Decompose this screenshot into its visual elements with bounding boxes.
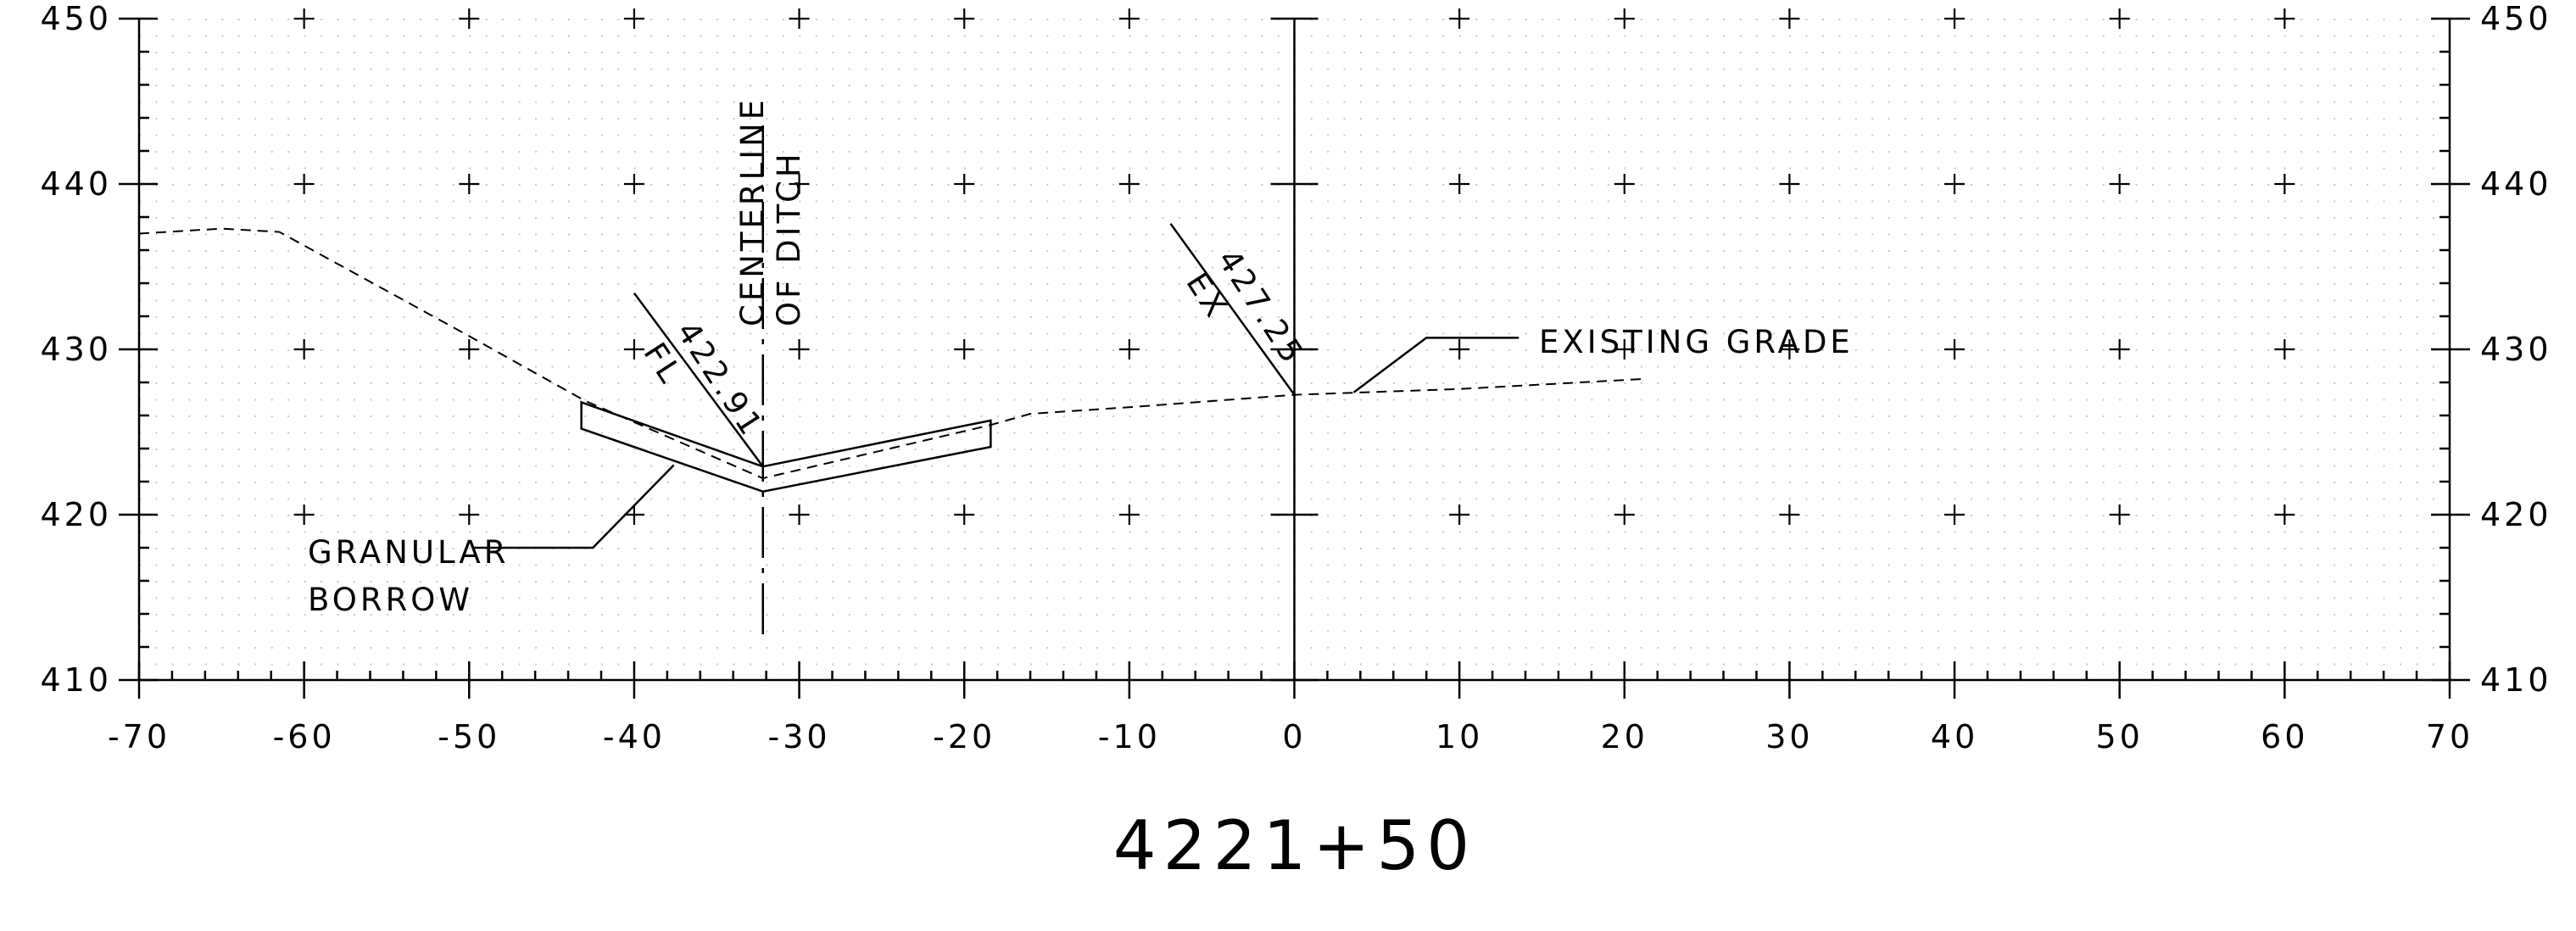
existing-grade-leader xyxy=(1352,337,1519,393)
grid-cross-mark xyxy=(1449,339,1470,360)
grid-cross-mark xyxy=(459,505,480,525)
grid-cross-mark xyxy=(293,339,315,360)
grid-cross-mark xyxy=(1944,505,1965,525)
grid-cross-mark xyxy=(2274,505,2295,525)
grid-cross-mark xyxy=(459,339,480,360)
grid-cross-mark xyxy=(2109,339,2130,360)
x-tick-label: 20 xyxy=(1601,718,1648,755)
existing-grade-polyline xyxy=(138,227,1642,480)
y-axis-tick-labels-right: 410 420 430 440 450 xyxy=(2480,0,2552,699)
grid-cross-mark xyxy=(1614,339,1635,360)
grid-cross-mark xyxy=(1944,8,1965,29)
existing-grade-line xyxy=(138,227,1642,480)
grid-cross-mark xyxy=(789,339,810,360)
grid-cross-mark xyxy=(2109,174,2130,194)
x-tick-label: 30 xyxy=(1765,718,1813,755)
grid-cross-mark xyxy=(2109,8,2130,29)
y-axis-tick-labels-left: 410 420 430 440 450 xyxy=(40,0,112,699)
grid-cross-mark xyxy=(293,174,315,194)
y-tick-label-right: 430 xyxy=(2480,331,2552,368)
grid-cross-mark xyxy=(789,174,810,194)
grid-cross-mark xyxy=(1779,174,1800,194)
y-tick-label-left: 410 xyxy=(40,661,112,699)
grid-cross-mark xyxy=(293,505,315,525)
grid-cross-mark xyxy=(1118,339,1140,360)
grid-cross-mark xyxy=(1779,339,1800,360)
x-tick-label: -30 xyxy=(768,718,831,755)
grid-cross-mark xyxy=(1944,174,1965,194)
grid-cross-mark xyxy=(459,8,480,29)
x-axis-tick-labels: -70 -60 -50 -40 -30 -20 -10 0 10 20 30 40 50 60 70 xyxy=(108,718,2473,755)
y-tick-label-right: 450 xyxy=(2480,0,2552,37)
grid-cross-mark xyxy=(1779,8,1800,29)
x-tick-label: 70 xyxy=(2426,718,2473,755)
grid-cross-mark xyxy=(2274,8,2295,29)
grid-cross-marks xyxy=(293,8,2295,525)
existing-grade-label: EXISTING GRADE xyxy=(1539,324,1854,360)
centerline-of-ditch-label-1: CENTERLINE xyxy=(734,97,771,326)
grid-cross-mark xyxy=(2274,174,2295,194)
reference-lines xyxy=(474,17,1519,682)
grid-cross-mark xyxy=(1944,339,1965,360)
station-title: 4221+50 xyxy=(1113,806,1476,885)
grid-cross-mark xyxy=(954,505,975,525)
x-tick-label: 40 xyxy=(1931,718,1978,755)
y-axis-ticks-right xyxy=(2431,17,2470,682)
grid-cross-mark xyxy=(789,8,810,29)
x-tick-label: -70 xyxy=(108,718,170,755)
x-tick-label: -50 xyxy=(438,718,500,755)
centerline-of-ditch-label-2: OF DITCH xyxy=(771,150,807,326)
x-tick-label: 10 xyxy=(1436,718,1483,755)
grid-cross-mark xyxy=(1614,8,1635,29)
grid-cross-mark xyxy=(1449,8,1470,29)
y-tick-label-left: 420 xyxy=(40,496,112,533)
y-tick-label-right: 440 xyxy=(2480,165,2552,203)
x-tick-label: 0 xyxy=(1282,718,1306,755)
grid-cross-mark xyxy=(1449,174,1470,194)
grid-cross-mark xyxy=(954,339,975,360)
grid-cross-mark xyxy=(2274,339,2295,360)
grid-cross-mark xyxy=(623,339,644,360)
grid-cross-mark xyxy=(1449,505,1470,525)
flowline-leader xyxy=(633,292,764,467)
x-axis-ticks xyxy=(137,661,2451,699)
grid-cross-mark xyxy=(623,174,644,194)
y-tick-label-left: 430 xyxy=(40,331,112,368)
grid-cross-mark xyxy=(1118,505,1140,525)
grid-cross-mark xyxy=(623,8,644,29)
granular-borrow-label-2: BORROW xyxy=(308,582,473,618)
y-tick-label-right: 410 xyxy=(2480,661,2552,699)
x-tick-label: -40 xyxy=(603,718,666,755)
x-tick-label: -10 xyxy=(1098,718,1161,755)
grid-cross-mark xyxy=(789,505,810,525)
grid-cross-mark xyxy=(293,8,315,29)
x-tick-label: -20 xyxy=(933,718,995,755)
grid-cross-mark xyxy=(954,174,975,194)
y-tick-label-left: 450 xyxy=(40,0,112,37)
y-tick-label-left: 440 xyxy=(40,165,112,203)
granular-borrow-label-1: GRANULAR xyxy=(308,534,509,571)
grid-cross-mark xyxy=(623,505,644,525)
grid-cross-mark xyxy=(1118,8,1140,29)
x-tick-label: -60 xyxy=(273,718,336,755)
grid-cross-mark xyxy=(1779,505,1800,525)
grid-cross-mark xyxy=(954,8,975,29)
granular-borrow-leader xyxy=(474,464,675,549)
grid-cross-mark xyxy=(2109,505,2130,525)
y-axis-ticks-left xyxy=(119,17,158,682)
grid-cross-mark xyxy=(459,174,480,194)
existing-elevation-leader xyxy=(1169,223,1296,396)
grid-cross-mark xyxy=(1118,174,1140,194)
y-tick-label-right: 420 xyxy=(2480,496,2552,533)
grid-cross-mark xyxy=(1614,174,1635,194)
x-tick-label: 60 xyxy=(2261,718,2308,755)
x-tick-label: 50 xyxy=(2096,718,2144,755)
grid-cross-mark xyxy=(1614,505,1635,525)
